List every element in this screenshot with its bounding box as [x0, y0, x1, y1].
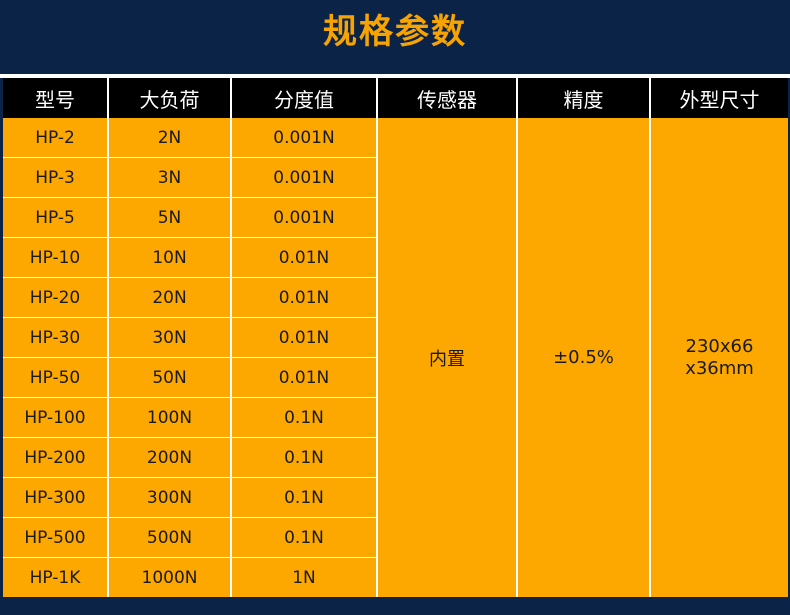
cell-division: 0.001N	[231, 157, 378, 198]
spec-table: 型号 大负荷 分度值 传感器 精度 外型尺寸 HP-2 2N 0.001N 内置…	[3, 78, 788, 597]
column-header-model: 型号	[3, 78, 109, 118]
cell-load: 1000N	[108, 557, 232, 597]
table-row: HP-10 10N 0.01N	[3, 237, 788, 278]
column-header-accuracy: 精度	[517, 78, 651, 118]
cell-load: 100N	[108, 397, 232, 438]
column-header-load: 大负荷	[108, 78, 232, 118]
cell-model: HP-50	[3, 357, 109, 398]
cell-division: 0.1N	[231, 397, 378, 438]
cell-division: 0.01N	[231, 357, 378, 398]
table-row: HP-200 200N 0.1N	[3, 437, 788, 478]
cell-division: 0.1N	[231, 437, 378, 478]
table-row: HP-20 20N 0.01N	[3, 277, 788, 318]
cell-load: 2N	[108, 118, 232, 158]
cell-load: 200N	[108, 437, 232, 478]
cell-load: 30N	[108, 317, 232, 358]
page-title: 规格参数	[323, 12, 467, 52]
table-row: HP-30 30N 0.01N	[3, 317, 788, 358]
table-row: HP-500 500N 0.1N	[3, 517, 788, 558]
dimensions-line-1: 230x66	[685, 335, 754, 357]
column-header-division: 分度值	[231, 78, 378, 118]
divider	[0, 74, 790, 78]
column-header-dimensions: 外型尺寸	[650, 78, 788, 118]
cell-load: 5N	[108, 197, 232, 238]
cell-load: 50N	[108, 357, 232, 398]
cell-load: 500N	[108, 517, 232, 558]
cell-division: 1N	[231, 557, 378, 597]
cell-division: 0.01N	[231, 277, 378, 318]
cell-load: 3N	[108, 157, 232, 198]
table-row: HP-5 5N 0.001N	[3, 197, 788, 238]
cell-model: HP-200	[3, 437, 109, 478]
cell-load: 10N	[108, 237, 232, 278]
table-row: HP-300 300N 0.1N	[3, 477, 788, 518]
cell-model: HP-10	[3, 237, 109, 278]
cell-load: 20N	[108, 277, 232, 318]
table-row: HP-2 2N 0.001N 内置 ±0.5% 230x66 x36mm	[3, 118, 788, 597]
table-header-row: 型号 大负荷 分度值 传感器 精度 外型尺寸	[3, 78, 788, 118]
table-row: HP-50 50N 0.01N	[3, 357, 788, 398]
cell-division: 0.1N	[231, 477, 378, 518]
table-row: HP-3 3N 0.001N	[3, 157, 788, 198]
cell-model: HP-30	[3, 317, 109, 358]
cell-division: 0.01N	[231, 237, 378, 278]
cell-division: 0.001N	[231, 197, 378, 238]
cell-division: 0.1N	[231, 517, 378, 558]
cell-model: HP-500	[3, 517, 109, 558]
cell-model: HP-3	[3, 157, 109, 198]
column-header-sensor: 传感器	[377, 78, 518, 118]
cell-model: HP-20	[3, 277, 109, 318]
table-row: HP-100 100N 0.1N	[3, 397, 788, 438]
cell-accuracy: ±0.5%	[517, 118, 651, 597]
cell-dimensions: 230x66 x36mm	[650, 118, 788, 597]
dimensions-line-2: x36mm	[685, 357, 754, 379]
cell-division: 0.01N	[231, 317, 378, 358]
cell-model: HP-100	[3, 397, 109, 438]
cell-load: 300N	[108, 477, 232, 518]
cell-model: HP-2	[3, 118, 109, 158]
cell-model: HP-300	[3, 477, 109, 518]
table-row: HP-1K 1000N 1N	[3, 557, 788, 597]
cell-model: HP-5	[3, 197, 109, 238]
cell-division: 0.001N	[231, 118, 378, 158]
cell-sensor: 内置	[377, 118, 518, 597]
cell-model: HP-1K	[3, 557, 109, 597]
